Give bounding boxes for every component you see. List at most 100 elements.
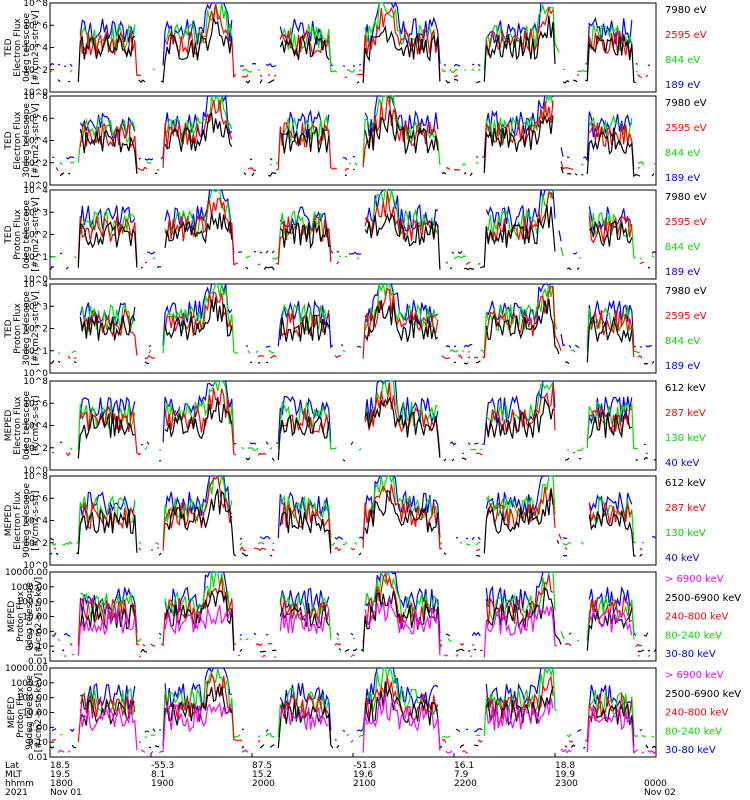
series-line xyxy=(77,396,657,462)
y-axis-label: 0deg telescope xyxy=(22,391,32,461)
legend-entry: 80-240 keV xyxy=(665,726,722,737)
y-tick-label: 10^8 xyxy=(23,472,48,482)
y-tick-label: 10^0 xyxy=(23,181,48,191)
legend-entry: 7980 eV xyxy=(665,286,707,297)
x-tick-label: 1900 xyxy=(151,779,174,789)
y-axis-label: MEPED xyxy=(4,505,14,537)
y-tick-label: 10^0 xyxy=(23,466,48,476)
y-tick-label: 1000.00 xyxy=(11,679,48,689)
y-tick-label: 1000.00 xyxy=(11,583,48,593)
y-tick-label: 10^0 xyxy=(23,561,48,571)
x-axis-row-label: hhmm xyxy=(5,779,34,789)
legend-entry: 30-80 keV xyxy=(665,649,716,660)
legend-entry: 844 eV xyxy=(665,148,700,159)
y-axis-label: TED xyxy=(4,225,14,244)
panel-frame xyxy=(49,380,657,471)
x-tick-label: -55.3 xyxy=(151,761,174,771)
y-tick-label: 0.10 xyxy=(28,738,48,748)
x-axis-row-label: Lat xyxy=(5,761,20,771)
legend-entry: 844 eV xyxy=(665,242,700,253)
x-tick-label: 16.1 xyxy=(454,761,474,771)
legend-entry: 189 eV xyxy=(665,267,700,278)
y-tick-label: 10^1 xyxy=(23,347,48,357)
y-axis-label: 0deg telescope xyxy=(25,582,35,652)
y-axis-label: [#/cm2-s-str-eV] xyxy=(31,10,41,85)
x-tick-label: 7.9 xyxy=(454,770,469,780)
y-axis-label: [#/cm2-s-str] xyxy=(31,395,41,455)
series-line xyxy=(53,474,643,552)
y-tick-label: 10^2 xyxy=(23,444,48,454)
series-line xyxy=(59,109,655,178)
y-tick-label: 10.00 xyxy=(22,709,48,719)
y-tick-label: 10^1 xyxy=(23,253,48,263)
y-axis-label: TED xyxy=(4,319,14,338)
y-axis-label: [#/cm2-s-str-eV] xyxy=(31,103,41,178)
x-tick-label: 2200 xyxy=(454,779,477,789)
y-axis-label: Electron Flux xyxy=(13,491,23,550)
legend-entry: > 6900 keV xyxy=(665,670,724,681)
y-tick-label: 10^4 xyxy=(23,280,48,290)
y-tick-label: 10000.00 xyxy=(5,568,48,578)
y-axis-label: Proton Flux xyxy=(16,687,26,738)
legend-entry: 7980 eV xyxy=(665,98,707,109)
panel-frame xyxy=(49,283,657,374)
legend-entry: 80-240 keV xyxy=(665,630,722,641)
x-tick-label: 15.2 xyxy=(252,770,272,780)
panel-frame xyxy=(49,667,657,758)
panel-3: 10^0 10^1 10^2 10^3 10^4 TED Proton Flux 0deg t… xyxy=(4,186,707,285)
legend-entry: 189 eV xyxy=(665,173,700,184)
legend-entry: 2595 eV xyxy=(665,311,707,322)
x-tick-label: 18.5 xyxy=(50,761,70,771)
y-tick-label: 10^0 xyxy=(23,275,48,285)
series-line xyxy=(79,283,653,349)
x-tick-label: 19.9 xyxy=(555,770,575,780)
series-line xyxy=(51,587,657,653)
y-axis-label: MEPED xyxy=(7,601,17,633)
panel-1: 10^0 10^2 10^4 10^6 10^8 TED Electron Flux 0deg… xyxy=(4,0,707,98)
y-tick-label: 10^4 xyxy=(23,186,48,196)
y-tick-label: 10^6 xyxy=(23,399,48,409)
legend-entry: 2595 eV xyxy=(665,217,707,228)
legend-entry: 844 eV xyxy=(665,336,700,347)
y-tick-label: 10^6 xyxy=(23,21,48,31)
y-tick-label: 1.00 xyxy=(28,723,48,733)
x-tick-label: 18.8 xyxy=(555,761,575,771)
x-tick-label: 2300 xyxy=(555,779,578,789)
y-axis-label: [#/cm2-s-str-eV] xyxy=(31,291,41,366)
legend-entry: 844 eV xyxy=(665,55,700,66)
y-axis-label: MEPED xyxy=(4,410,14,442)
y-axis-label: TED xyxy=(4,131,14,150)
x-tick-label: 2000 xyxy=(252,779,275,789)
panel-frame xyxy=(49,2,657,93)
series-line xyxy=(59,93,657,166)
legend-entry: 240-800 keV xyxy=(665,612,729,623)
y-axis-label: Proton Flux xyxy=(13,303,23,354)
y-axis-label: Electron Flux xyxy=(13,111,23,170)
series-line xyxy=(79,4,649,79)
x-tick-label: Nov 01 xyxy=(50,788,82,798)
y-tick-label: 0.10 xyxy=(28,642,48,652)
legend-entry: 2595 eV xyxy=(665,123,707,134)
series-line xyxy=(49,297,655,365)
panel-5: 10^0 10^2 10^4 10^6 10^8 MEPED Electron Flux 0d… xyxy=(4,377,706,476)
y-tick-label: 10000.00 xyxy=(5,664,48,674)
y-tick-label: 0.01 xyxy=(28,657,48,667)
x-tick-label: Nov 02 xyxy=(644,788,676,798)
y-tick-label: 10^2 xyxy=(23,539,48,549)
y-tick-label: 10^2 xyxy=(23,159,48,169)
y-axis-label: 90deg telescope xyxy=(22,483,32,558)
y-tick-label: 100.00 xyxy=(17,694,49,704)
legend-entry: 7980 eV xyxy=(665,192,707,203)
y-tick-label: 10^4 xyxy=(23,137,48,147)
y-axis-label: TED xyxy=(4,38,14,57)
x-tick-label: 8.1 xyxy=(151,770,165,780)
legend-entry: 287 keV xyxy=(665,503,706,514)
y-axis-label: Electron Flux xyxy=(13,396,23,455)
legend-entry: 2595 eV xyxy=(665,30,707,41)
x-tick-label: 19.6 xyxy=(353,770,373,780)
panel-8: 0.01 0.10 1.00 10.00 100.00 1000.00 10000.00 ME… xyxy=(5,664,741,763)
y-tick-label: 10^3 xyxy=(23,208,48,218)
series-line xyxy=(49,204,651,271)
y-tick-label: 10^8 xyxy=(23,0,48,9)
legend-entry: 30-80 keV xyxy=(665,745,716,756)
